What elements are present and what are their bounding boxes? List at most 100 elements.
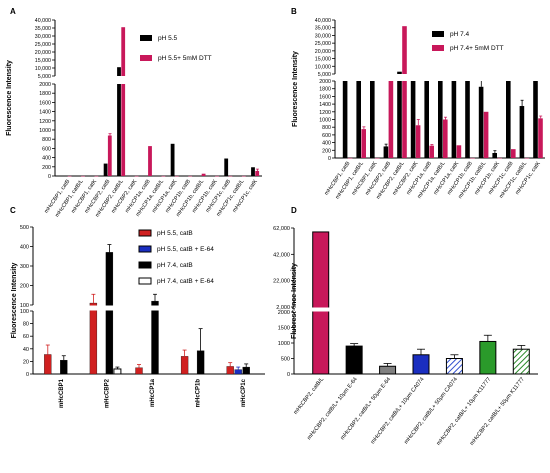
bar-green — [479, 340, 497, 375]
bar-ph55 — [117, 67, 121, 176]
y-tick-label: 42,000 — [273, 252, 290, 258]
y-tick-label: 20,000 — [35, 50, 51, 56]
bar-ph55 — [130, 175, 135, 177]
y-tick-label: 400 — [322, 141, 331, 147]
bar-crimson — [312, 231, 330, 375]
y-tick-label: 1800 — [319, 87, 331, 93]
y-tick-label: 400 — [42, 156, 51, 162]
y-tick-label: 15,000 — [315, 57, 331, 63]
legend-label: pH 7.4, catB + E-64 — [157, 278, 214, 285]
bar-ph55-dtt — [255, 170, 260, 176]
bar-ph55-catb — [89, 302, 98, 375]
bar-ph55-dtt — [134, 175, 139, 177]
bar-ph74-dtt — [361, 129, 366, 158]
x-tick-label: mHcCBP2, catB/L+ 50μm K11777 — [469, 377, 526, 447]
y-axis-label: Fluorescence Intensity — [11, 262, 18, 338]
y-tick-label: 5,000 — [38, 74, 51, 80]
bar-ph74-dtt — [347, 157, 353, 159]
y-tick-label: 0 — [328, 156, 331, 162]
bar-blue — [412, 354, 430, 375]
bar-ph55 — [63, 175, 68, 177]
bar-ph55 — [224, 158, 229, 176]
bar-ph74 — [370, 78, 375, 158]
bar-ph74 — [533, 78, 538, 158]
y-tick-label: 40,000 — [35, 18, 51, 24]
bar-ph74-dtt — [456, 145, 462, 158]
bar-ph74-catb — [151, 300, 159, 375]
bar-ph74-dtt — [375, 157, 380, 159]
bar-ph55 — [90, 175, 95, 177]
y-tick-label: 2000 — [278, 310, 290, 316]
bar-gray — [379, 365, 397, 375]
bar-ph55-dtt — [148, 146, 152, 176]
axis-break-gap — [336, 74, 546, 81]
x-tick-label: mHcCP1c — [241, 378, 247, 407]
bar-ph74-dtt — [483, 111, 489, 158]
y-tick-label: 1600 — [39, 100, 51, 106]
bar-black — [345, 345, 363, 375]
y-tick-label: 62,000 — [273, 226, 290, 232]
y-tick-label: 200 — [42, 165, 51, 171]
bar-ph74 — [383, 146, 389, 158]
y-tick-label: 1000 — [278, 341, 290, 347]
y-tick-label: 1800 — [39, 91, 51, 97]
y-tick-label: 600 — [42, 146, 51, 152]
legend-swatch — [138, 245, 152, 253]
y-tick-label: 300 — [20, 264, 29, 270]
panel-label: D — [291, 206, 297, 215]
y-tick-label: 40,000 — [315, 18, 331, 24]
panel-label: A — [10, 7, 16, 16]
y-tick-label: 25,000 — [315, 41, 331, 47]
y-tick-label: 25,000 — [35, 42, 51, 48]
bar-ph55-dtt — [241, 175, 246, 177]
bar-ph55-dtt — [201, 173, 206, 176]
bar-hatch-blue — [445, 358, 463, 375]
y-tick-label: 500 — [20, 225, 29, 231]
bar-ph74 — [492, 152, 497, 158]
y-tick-label: 35,000 — [35, 26, 51, 32]
bar-ph55-dtt — [67, 175, 72, 177]
y-tick-label: 200 — [322, 148, 331, 154]
y-tick-label: 800 — [42, 137, 51, 143]
bar-ph55 — [184, 175, 188, 177]
bar-ph55-catb — [180, 356, 189, 375]
x-tick-label: mHcCBP2 — [104, 378, 110, 408]
bar-ph55-dtt — [121, 27, 126, 177]
y-tick-label: 10,000 — [35, 66, 51, 72]
bar-ph55-catb — [135, 367, 143, 375]
legend-label: pH 7.4 — [450, 31, 470, 38]
bar-ph74-dtt — [388, 78, 394, 158]
bar-ph74 — [465, 78, 470, 158]
y-tick-label: 500 — [281, 357, 290, 363]
bar-ph55 — [210, 175, 215, 177]
bar-ph55 — [76, 175, 81, 177]
legend-swatch — [138, 261, 152, 269]
bar-ph55-dtt — [161, 175, 166, 177]
legend-label: pH 5.5, catB — [157, 230, 193, 237]
bar-ph74-dtt — [415, 125, 421, 158]
legend-label: pH 5.5+ 5mM DTT — [158, 55, 212, 62]
y-axis-label: Fluorescence Intensity — [292, 51, 299, 127]
y-tick-label: 0 — [287, 372, 290, 378]
bar-ph74 — [410, 78, 416, 158]
y-tick-label: 400 — [20, 245, 29, 251]
bar-ph74-catb — [105, 252, 114, 375]
y-tick-label: 10,000 — [315, 64, 331, 70]
panel-label: B — [291, 7, 297, 16]
bar-ph55 — [143, 175, 148, 177]
y-tick-label: 0 — [26, 372, 29, 378]
y-tick-label: 1200 — [39, 119, 51, 125]
y-axis-label: Fluorescence Intensity — [6, 60, 13, 136]
bar-ph74 — [356, 78, 361, 158]
y-tick-label: 30,000 — [35, 34, 51, 40]
bar-ph74-catb — [60, 359, 68, 375]
bar-ph74 — [506, 78, 511, 158]
bar-ph55 — [103, 163, 108, 176]
y-tick-label: 0 — [48, 174, 51, 180]
legend-swatch — [140, 35, 152, 41]
y-tick-label: 5,000 — [318, 72, 331, 78]
bar-ph74-dtt — [538, 118, 543, 158]
bar-ph74 — [519, 106, 525, 158]
bar-ph55 — [251, 167, 255, 176]
